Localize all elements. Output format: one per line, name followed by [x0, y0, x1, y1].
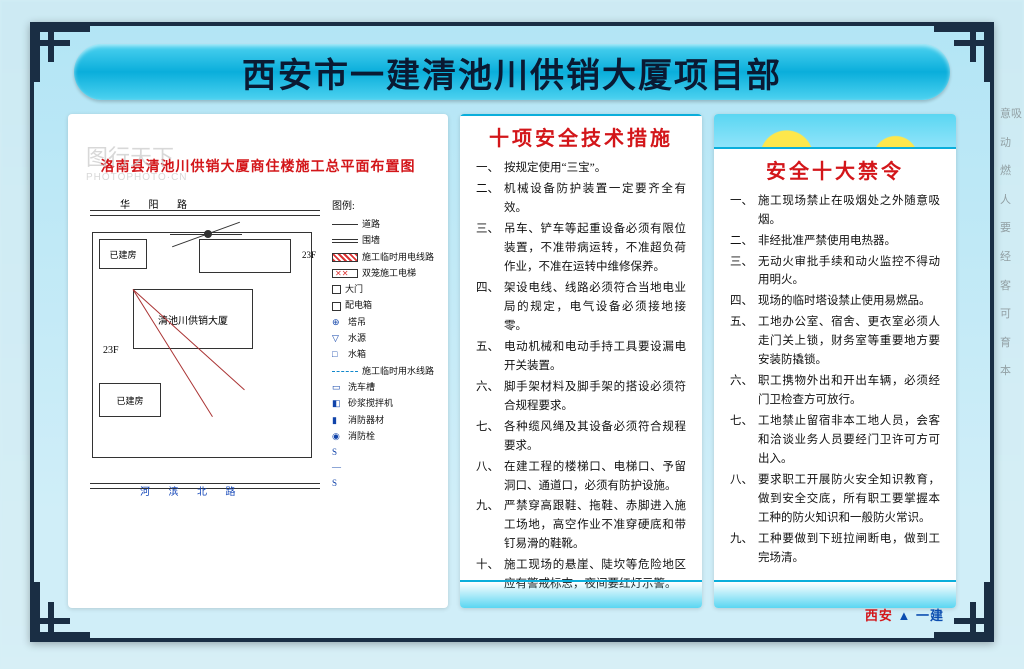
list-item: 八、要求职工开展防火安全知识教育，做到安全交底，所有职工要掌握本工种的防火知识和…: [730, 471, 940, 528]
legend-row: 施工临时用水线路: [332, 364, 436, 379]
legend-row: ▭洗车槽: [332, 380, 436, 395]
legend-header: 图例:: [332, 198, 436, 215]
measures-list: 一、按规定使用“三宝”。二、机械设备防护装置一定要齐全有效。三、吊车、铲车等起重…: [476, 159, 686, 608]
bans-list: 一、施工现场禁止在吸烟处之外随意吸烟。二、非经批准严禁使用电热器。三、无动火审批…: [730, 192, 940, 594]
legend-row: 大门: [332, 282, 436, 297]
footer-brand: 西安 ▲ 一建: [865, 605, 944, 624]
legend-row: 双笼施工电梯: [332, 266, 436, 281]
panel-safety-measures: 十项安全技术措施 一、按规定使用“三宝”。二、机械设备防护装置一定要齐全有效。三…: [460, 114, 702, 608]
legend-row: ▽水源: [332, 331, 436, 346]
list-item: 七、工地禁止留宿非本工地人员，会客和洽谈业务人员要经门卫许可方可出入。: [730, 412, 940, 469]
panel-title: 十项安全技术措施: [476, 122, 686, 151]
list-item: 八、在建工程的楼梯口、电梯口、予留洞口、通道口，必须有防护设施。: [476, 458, 686, 496]
panel-title: 安全十大禁令: [730, 155, 940, 184]
board-title-bar: 西安市一建清池川供销大厦项目部: [74, 44, 950, 100]
cropped-side-text: 意吸动 燃人 要经 客可 育本: [996, 100, 1024, 649]
legend-row: ◉消防栓: [332, 429, 436, 444]
list-item: 七、各种缆风绳及其设备必须符合规程要求。: [476, 418, 686, 456]
legend-row: 道路: [332, 217, 436, 232]
list-item: 六、脚手架材料及脚手架的搭设必须符合规程要求。: [476, 378, 686, 416]
legend-row: 配电箱: [332, 298, 436, 313]
site-plan-title: 洛南县清池川供销大厦商住楼施工总平面布置图: [80, 156, 436, 176]
panel-header-wave: [714, 114, 956, 149]
building-23f: [199, 239, 291, 273]
floor-label: 23F: [103, 345, 119, 356]
road-south-label: 河 滨 北 路: [140, 483, 244, 498]
site-plan-drawing: 华 阳 路 已建房 清池川供销大厦 23F 已建房 河 滨 北 路: [80, 198, 324, 498]
list-item: 二、机械设备防护装置一定要齐全有效。: [476, 180, 686, 218]
legend-row: ▮消防器材: [332, 413, 436, 428]
panel-site-plan: 图行天下 PHOTOPHOTO·CN 洛南县清池川供销大厦商住楼施工总平面布置图…: [68, 114, 448, 608]
list-item: 六、职工携物外出和开出车辆，必须经门卫检查方可放行。: [730, 372, 940, 410]
existing-building: 已建房: [99, 239, 147, 269]
list-item: 四、架设电线、线路必须符合当地电业局的规定，电气设备必须接地接零。: [476, 279, 686, 336]
list-item: 三、吊车、铲车等起重设备必须有限位装置，不准带病运转，不准超负荷作业，不准在运转…: [476, 220, 686, 277]
panels-row: 图行天下 PHOTOPHOTO·CN 洛南县清池川供销大厦商住楼施工总平面布置图…: [34, 114, 990, 620]
legend: 图例: 道路围墙施工临时用电线路双笼施工电梯大门配电箱 ⊕塔吊▽水源□水箱施工临时…: [332, 198, 436, 498]
plan-area: 华 阳 路 已建房 清池川供销大厦 23F 已建房 河 滨 北 路: [80, 198, 436, 498]
legend-row: 施工临时用电线路: [332, 250, 436, 265]
panel-footer-wave: [460, 580, 702, 608]
legend-row: ⊕塔吊: [332, 315, 436, 330]
bulletin-board: 西安市一建清池川供销大厦项目部 图行天下 PHOTOPHOTO·CN 洛南县清池…: [30, 22, 994, 642]
list-item: 五、工地办公室、宿舍、更衣室必须人走门关上锁，财务室等重要地方要安装防撬锁。: [730, 313, 940, 370]
list-item: 一、按规定使用“三宝”。: [476, 159, 686, 178]
list-item: 一、施工现场禁止在吸烟处之外随意吸烟。: [730, 192, 940, 230]
list-item: 九、工种要做到下班拉闸断电，做到工完场清。: [730, 530, 940, 568]
legend-row: ◧砂浆搅拌机: [332, 396, 436, 411]
list-item: 五、电动机械和电动手持工具要设漏电开关装置。: [476, 338, 686, 376]
existing-building: 已建房: [99, 383, 161, 417]
panel-safety-bans: 安全十大禁令 一、施工现场禁止在吸烟处之外随意吸烟。二、非经批准严禁使用电热器。…: [714, 114, 956, 608]
site-boundary: 已建房 清池川供销大厦 23F 已建房: [92, 232, 312, 458]
list-item: 四、现场的临时塔设禁止使用易燃品。: [730, 292, 940, 311]
board-title: 西安市一建清池川供销大厦项目部: [242, 48, 782, 97]
list-item: 二、非经批准严禁使用电热器。: [730, 232, 940, 251]
panel-header-wave: [460, 114, 702, 116]
road-north-label: 华 阳 路: [120, 196, 195, 211]
legend-row: S—S: [332, 445, 436, 491]
list-item: 九、严禁穿高跟鞋、拖鞋、赤脚进入施工场地，高空作业不准穿硬底和带钉易滑的鞋靴。: [476, 497, 686, 554]
legend-row: □水箱: [332, 347, 436, 362]
list-item: 三、无动火审批手续和动火监控不得动用明火。: [730, 253, 940, 291]
panel-footer-wave: [714, 580, 956, 608]
legend-row: 围墙: [332, 233, 436, 248]
